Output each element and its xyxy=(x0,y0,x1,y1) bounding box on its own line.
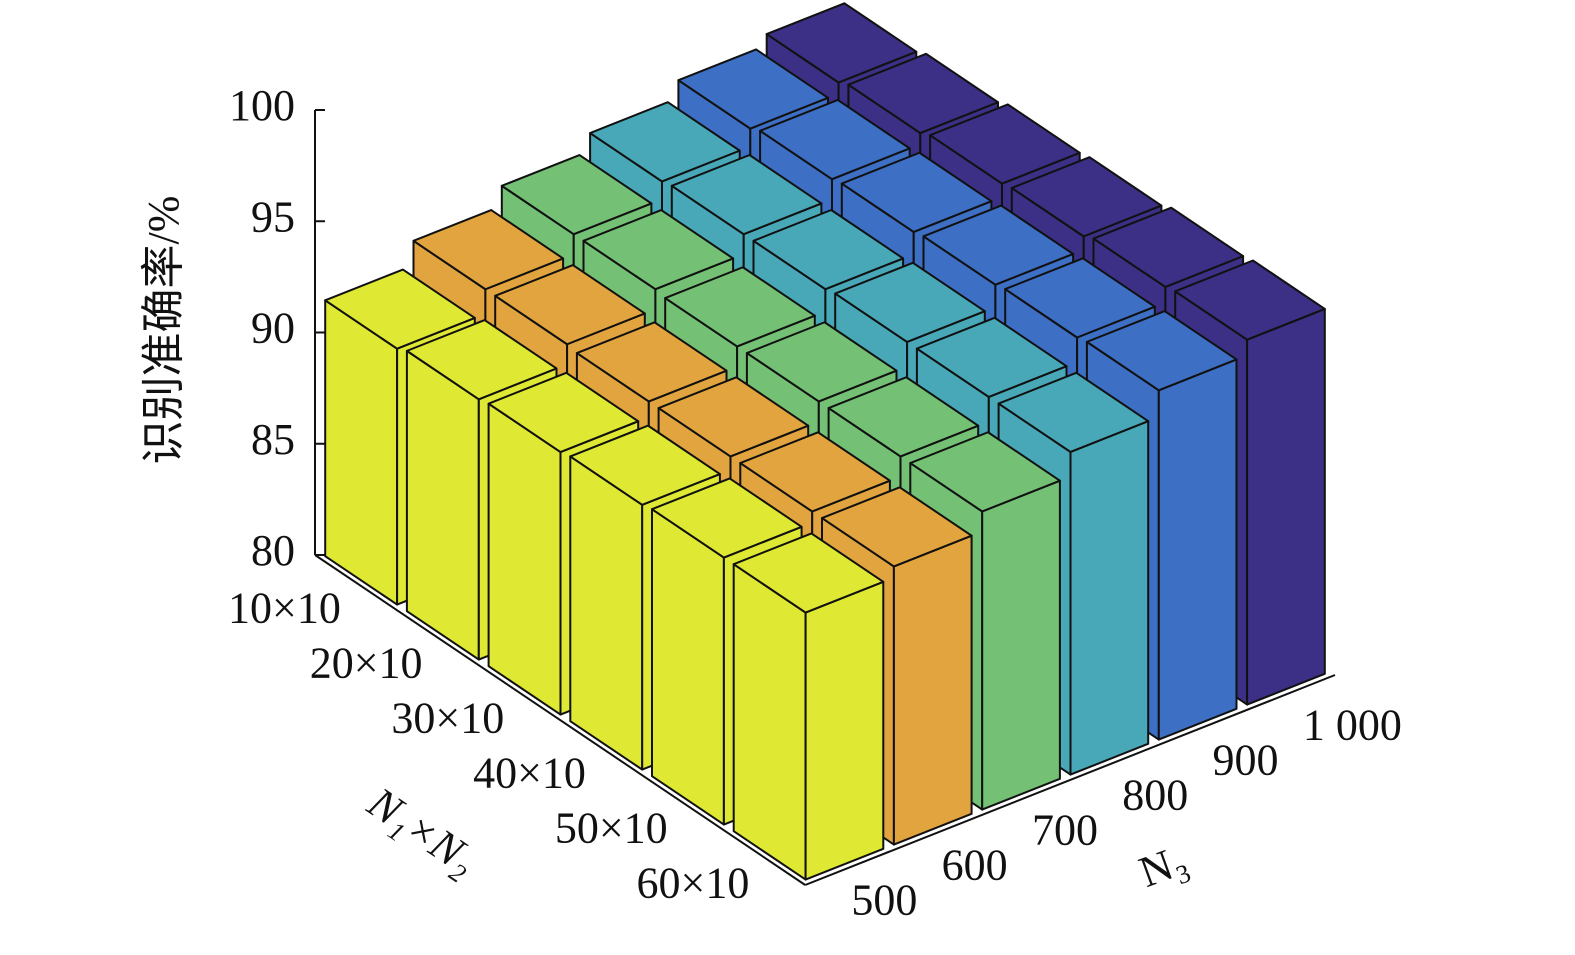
bar-top xyxy=(651,477,803,559)
bar-top xyxy=(909,431,1061,513)
z-tick-label: 100 xyxy=(229,81,295,130)
y-tick-label: 800 xyxy=(1122,771,1188,820)
x-tick-label: 20×10 xyxy=(310,639,423,688)
bar-face xyxy=(1069,420,1150,776)
z-tick-label: 85 xyxy=(251,415,295,464)
z-axis-label: 识别准确率/% xyxy=(139,196,188,465)
bar-top xyxy=(929,103,1081,185)
bar-top xyxy=(664,266,816,348)
bar-top xyxy=(922,204,1075,286)
bar-face xyxy=(981,479,1061,811)
bar-top xyxy=(582,209,735,291)
y-tick-label: 900 xyxy=(1213,736,1279,785)
bar xyxy=(732,532,885,881)
bar-top xyxy=(745,321,898,403)
bar-top xyxy=(827,376,980,458)
bar-top xyxy=(494,264,646,346)
z-tick-label: 95 xyxy=(251,192,295,241)
x-axis xyxy=(314,554,806,886)
x-tick-label: 10×10 xyxy=(228,584,341,633)
z-tick-label: 80 xyxy=(251,526,295,575)
bar-face xyxy=(892,534,973,846)
bar-top xyxy=(1010,156,1163,238)
bar-face xyxy=(732,563,807,881)
x-tick-label: 60×10 xyxy=(637,859,750,908)
x-tick-label: 50×10 xyxy=(555,804,668,853)
y-axis-label: N₃ xyxy=(1133,835,1194,897)
y-tick-label: 600 xyxy=(942,841,1008,890)
bar-top xyxy=(677,48,829,130)
bar-top xyxy=(1174,259,1326,341)
bar-top xyxy=(821,486,973,568)
bar-top xyxy=(915,316,1068,398)
bar-face xyxy=(324,299,399,606)
bar-top xyxy=(732,532,885,614)
bar-top xyxy=(847,52,999,135)
bar-face xyxy=(487,402,562,716)
y-tick-label: 500 xyxy=(851,876,917,925)
bar-top xyxy=(412,209,565,291)
x-axis-label: N₁×N₂ xyxy=(359,777,486,885)
bar-face xyxy=(651,508,725,826)
y-axis xyxy=(804,674,1336,886)
bar-top xyxy=(1092,206,1245,288)
bar-top xyxy=(752,209,905,291)
y-tick-label: 700 xyxy=(1032,806,1098,855)
bar-top xyxy=(405,319,558,401)
bar-top xyxy=(324,268,476,350)
bar-top xyxy=(759,98,911,181)
bar-top xyxy=(834,261,986,343)
bar-top xyxy=(575,321,728,403)
y-tick-label: 1 000 xyxy=(1303,701,1402,750)
bar-top xyxy=(657,376,810,458)
bar-face xyxy=(804,580,885,881)
bar-top xyxy=(739,431,891,513)
bar-top xyxy=(840,151,993,233)
bar-top xyxy=(569,424,721,506)
bar-face xyxy=(1157,358,1238,741)
bar-top xyxy=(997,371,1150,453)
bar-top xyxy=(765,2,918,84)
bar-top xyxy=(589,101,741,183)
bar-top xyxy=(500,154,653,236)
x-tick-label: 40×10 xyxy=(473,749,586,798)
bar-top xyxy=(1004,257,1156,339)
bar-top xyxy=(487,371,640,454)
bar-face xyxy=(1246,307,1326,706)
bar-top xyxy=(670,154,823,236)
bar-face xyxy=(569,455,644,771)
bar-top xyxy=(1085,310,1238,392)
bar-face xyxy=(405,349,480,661)
z-tick-label: 90 xyxy=(251,304,295,353)
x-tick-label: 30×10 xyxy=(391,694,504,743)
